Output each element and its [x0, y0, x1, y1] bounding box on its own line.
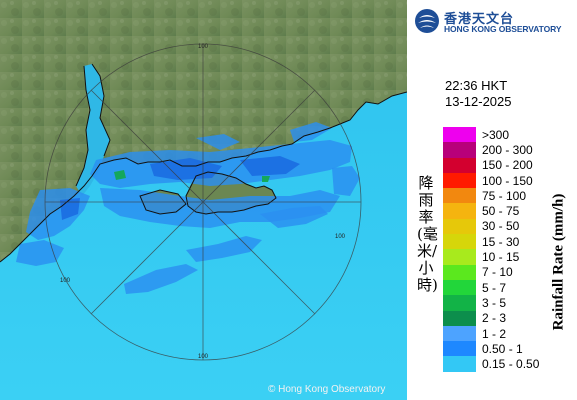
- legend-label: 3 - 5: [482, 295, 507, 310]
- legend-row: 1 - 2: [443, 325, 539, 342]
- legend-panel: 香港天文台 HONG KONG OBSERVATORY 22:36 HKT 13…: [407, 0, 577, 400]
- legend-row: 75 - 100: [443, 188, 539, 204]
- legend-row: 0.50 - 1: [443, 341, 539, 357]
- legend-row: 2 - 3: [443, 310, 539, 326]
- legend-swatch: [443, 249, 476, 265]
- legend-row: 100 - 150: [443, 172, 539, 189]
- legend-row: 15 - 30: [443, 234, 539, 250]
- ring-label-west: 100: [60, 278, 71, 284]
- legend-swatch: [443, 356, 476, 372]
- legend-swatch: [443, 203, 476, 219]
- legend-swatch: [443, 188, 476, 204]
- radar-map[interactable]: 100 100 100 100: [0, 0, 407, 400]
- legend-title-zh: 降雨率(毫米/小時): [417, 174, 438, 294]
- ring-label-south: 100: [198, 354, 209, 360]
- legend-row: 50 - 75: [443, 203, 539, 219]
- ring-label-north: 100: [198, 44, 209, 50]
- legend-row: 30 - 50: [443, 218, 539, 235]
- legend-label: 50 - 75: [482, 204, 520, 219]
- legend-title-en: Rainfall Rate (mm/h): [550, 193, 567, 331]
- legend-label: 200 - 300: [482, 142, 533, 157]
- org-name-en: HONG KONG OBSERVATORY: [444, 24, 562, 34]
- legend-swatch: [443, 142, 476, 158]
- legend-label: 2 - 3: [482, 311, 507, 326]
- copyright-notice: © Hong Kong Observatory: [268, 384, 386, 395]
- rainfall-legend: >300 200 - 300 150 - 200 100 - 150 75 - …: [443, 127, 539, 372]
- legend-swatch: [443, 157, 476, 173]
- legend-label: 0.15 - 0.50: [482, 357, 540, 372]
- legend-label: 10 - 15: [482, 250, 520, 265]
- time-label: 22:36 HKT: [445, 78, 508, 93]
- legend-label: 5 - 7: [482, 280, 507, 295]
- legend-swatch: [443, 279, 476, 296]
- legend-label: 7 - 10: [482, 265, 513, 280]
- legend-row: 5 - 7: [443, 279, 539, 296]
- legend-row: 200 - 300: [443, 142, 539, 158]
- legend-row: 7 - 10: [443, 264, 539, 280]
- legend-swatch: [443, 234, 476, 250]
- date-label: 13-12-2025: [445, 94, 512, 109]
- legend-swatch: [443, 127, 476, 143]
- legend-label: 30 - 50: [482, 219, 520, 234]
- legend-row: >300: [443, 127, 539, 143]
- rain-echoes-dense: [60, 156, 300, 220]
- legend-swatch: [443, 172, 476, 189]
- legend-label: 0.50 - 1: [482, 341, 523, 356]
- legend-swatch: [443, 341, 476, 357]
- legend-swatch: [443, 264, 476, 280]
- observatory-logo-icon: [415, 9, 439, 33]
- rain-echoes-moderate: [114, 170, 270, 182]
- legend-row: 10 - 15: [443, 249, 539, 265]
- legend-row: 0.15 - 0.50: [443, 356, 540, 372]
- legend-label: 100 - 150: [482, 173, 533, 188]
- range-rings: [44, 43, 362, 361]
- legend-label: 150 - 200: [482, 158, 533, 173]
- legend-label: >300: [482, 127, 510, 142]
- legend-label: 15 - 30: [482, 234, 520, 249]
- legend-label: 1 - 2: [482, 326, 507, 341]
- org-name-zh: 香港天文台: [444, 12, 515, 27]
- legend-swatch: [443, 295, 476, 311]
- land-mainland: [0, 0, 407, 262]
- legend-swatch: [443, 218, 476, 235]
- legend-row: 3 - 5: [443, 295, 539, 311]
- ring-label-east: 100: [335, 234, 346, 240]
- legend-label: 75 - 100: [482, 188, 527, 203]
- legend-swatch: [443, 310, 476, 326]
- legend-swatch: [443, 325, 476, 342]
- pearl-river-estuary: [76, 64, 110, 196]
- legend-row: 150 - 200: [443, 157, 539, 173]
